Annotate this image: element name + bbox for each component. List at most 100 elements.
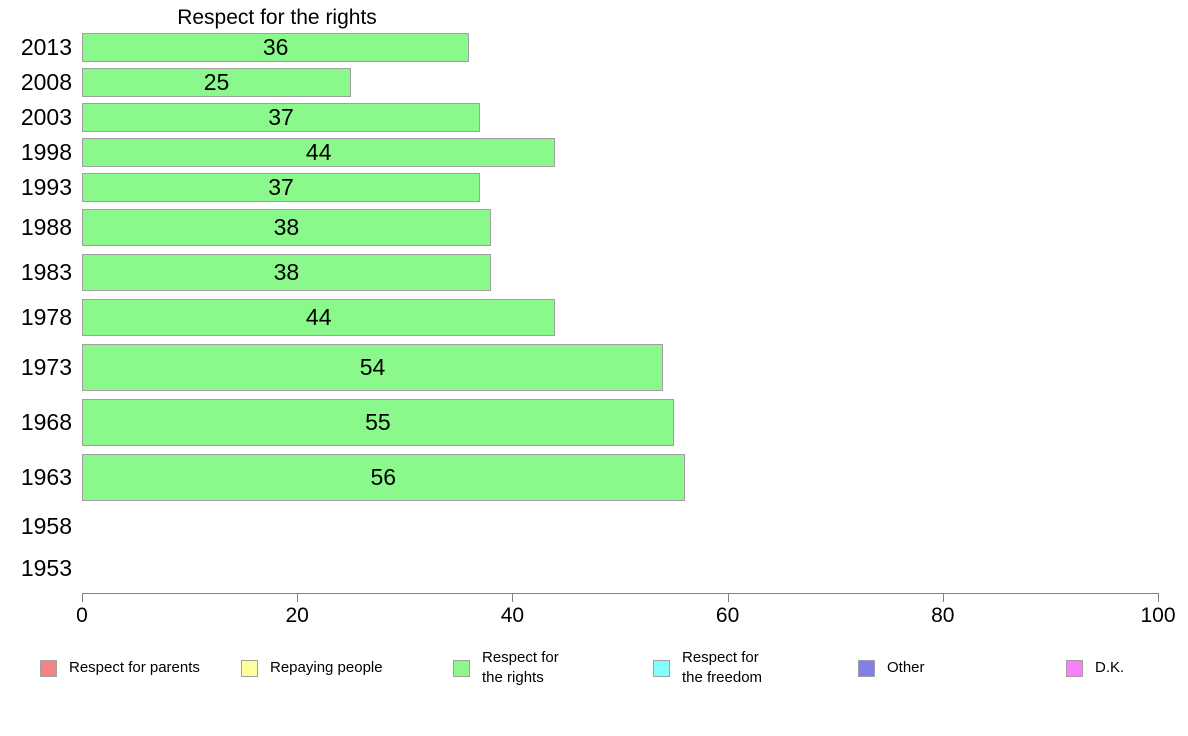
y-axis-label: 1953: [20, 554, 72, 581]
bar-zone: [82, 547, 1158, 589]
legend-item: Respect for the rights: [453, 642, 559, 694]
bar-zone: 25: [82, 65, 1158, 100]
bar-value-label: 38: [273, 259, 300, 285]
legend-label: Other: [887, 658, 925, 678]
y-axis-label: 2008: [20, 69, 72, 95]
legend-label-line: Respect for: [682, 648, 759, 666]
legend-label: D.K.: [1095, 658, 1124, 678]
bar-value-label: 38: [273, 214, 300, 240]
legend-item: Respect for the freedom: [653, 642, 762, 694]
bar-row: 1993 37: [0, 170, 1158, 205]
bar-row: 1963 56: [0, 450, 1158, 505]
bar: 44: [82, 138, 556, 167]
bar-value-label: 37: [268, 104, 294, 130]
y-axis-label: 1998: [20, 139, 72, 165]
bar-row: 1998 44: [0, 135, 1158, 170]
bar-zone: [82, 505, 1158, 547]
y-axis-label: 1968: [20, 409, 72, 435]
bar-zone: 38: [82, 205, 1158, 250]
legend-label-line: Respect for: [482, 648, 559, 666]
y-axis-label: 1963: [20, 464, 72, 490]
y-axis-label: 1978: [20, 304, 72, 330]
bar-value-label: 36: [262, 34, 289, 60]
legend-label-line: Respect for parents: [69, 658, 200, 676]
x-axis-tick-label: 0: [76, 604, 88, 627]
x-axis-tick: [512, 593, 514, 602]
x-axis-tick-label: 60: [715, 604, 740, 627]
bar-zone: 36: [82, 30, 1158, 65]
bar: 38: [82, 209, 491, 246]
x-axis: 0 20 40 60 80 100: [76, 593, 1176, 633]
bar-row: 1958: [0, 505, 1158, 547]
x-axis-tick-label: 40: [500, 604, 525, 627]
bar-zone: 55: [82, 395, 1158, 450]
bar-row: 1983 38: [0, 250, 1158, 295]
bar-value-label: 56: [370, 464, 397, 490]
bar-rows: 2013 36 2008 25 2003 37 1998 44 1993 37 1988 38 1983…: [0, 30, 1158, 589]
x-axis-tick: [1158, 593, 1159, 602]
bar-row: 1953: [0, 547, 1158, 589]
bar-value-label: 37: [268, 174, 294, 200]
bar-zone: 44: [82, 135, 1158, 170]
x-axis-line: [82, 593, 1159, 594]
legend-label: Repaying people: [270, 658, 383, 678]
bar: 37: [82, 173, 481, 202]
bar-zone: 37: [82, 100, 1158, 135]
bar-row: 1978 44: [0, 295, 1158, 340]
legend-label-line: the freedom: [682, 669, 763, 686]
legend-label: Respect for the freedom: [682, 648, 762, 689]
y-axis-label: 1973: [20, 354, 72, 380]
legend-swatch: [241, 659, 258, 677]
legend-swatch: [1066, 659, 1083, 677]
legend-label-line: Other: [887, 658, 925, 676]
bar: 36: [82, 33, 470, 62]
legend-swatch: [40, 659, 57, 677]
y-axis-label: 2003: [20, 104, 72, 130]
bar-zone: 54: [82, 340, 1158, 395]
x-axis-tick-label: 20: [285, 604, 309, 627]
legend-label: Respect for parents: [69, 658, 200, 678]
x-axis-tick: [297, 593, 299, 602]
x-axis-tick: [727, 593, 729, 602]
x-axis-tick: [942, 593, 944, 602]
legend-label-line: the rights: [482, 669, 544, 686]
bar-zone: 44: [82, 295, 1158, 340]
x-axis-tick: [82, 593, 83, 602]
legend-label: Respect for the rights: [482, 648, 559, 689]
bar-zone: 37: [82, 170, 1158, 205]
bar-zone: 38: [82, 250, 1158, 295]
bar-row: 2013 36: [0, 30, 1158, 65]
bar-row: 2008 25: [0, 65, 1158, 100]
x-axis-tick-label: 100: [1140, 604, 1176, 627]
legend-item: Other: [858, 642, 925, 694]
legend-item: D.K.: [1066, 642, 1124, 694]
bar-value-label: 54: [359, 354, 386, 380]
bar: 56: [82, 454, 685, 501]
bar: 54: [82, 344, 664, 391]
legend-item: Respect for parents: [40, 642, 200, 694]
bar: 44: [82, 299, 556, 336]
bar-row: 1973 54: [0, 340, 1158, 395]
chart-title: Respect for the rights: [177, 6, 377, 29]
legend-label-line: Repaying people: [270, 658, 383, 676]
y-axis-label: 1983: [20, 259, 72, 285]
legend-item: Repaying people: [241, 642, 383, 694]
legend-swatch: [653, 659, 670, 677]
y-axis-label: 1988: [20, 214, 72, 240]
bar: 37: [82, 103, 481, 132]
bar-row: 2003 37: [0, 100, 1158, 135]
bar-zone: 56: [82, 450, 1158, 505]
legend-swatch: [453, 659, 470, 677]
bar: 25: [82, 68, 351, 97]
y-axis-label: 1993: [20, 174, 72, 200]
legend: Respect for parents Repaying people Respec…: [0, 642, 1188, 698]
bar: 55: [82, 399, 674, 446]
bar-row: 1988 38: [0, 205, 1158, 250]
bar-row: 1968 55: [0, 395, 1158, 450]
bar-value-label: 44: [305, 304, 332, 330]
legend-label-line: D.K.: [1095, 658, 1125, 676]
bar-value-label: 44: [305, 139, 332, 165]
y-axis-label: 2013: [20, 34, 72, 60]
bar-value-label: 55: [365, 409, 391, 435]
